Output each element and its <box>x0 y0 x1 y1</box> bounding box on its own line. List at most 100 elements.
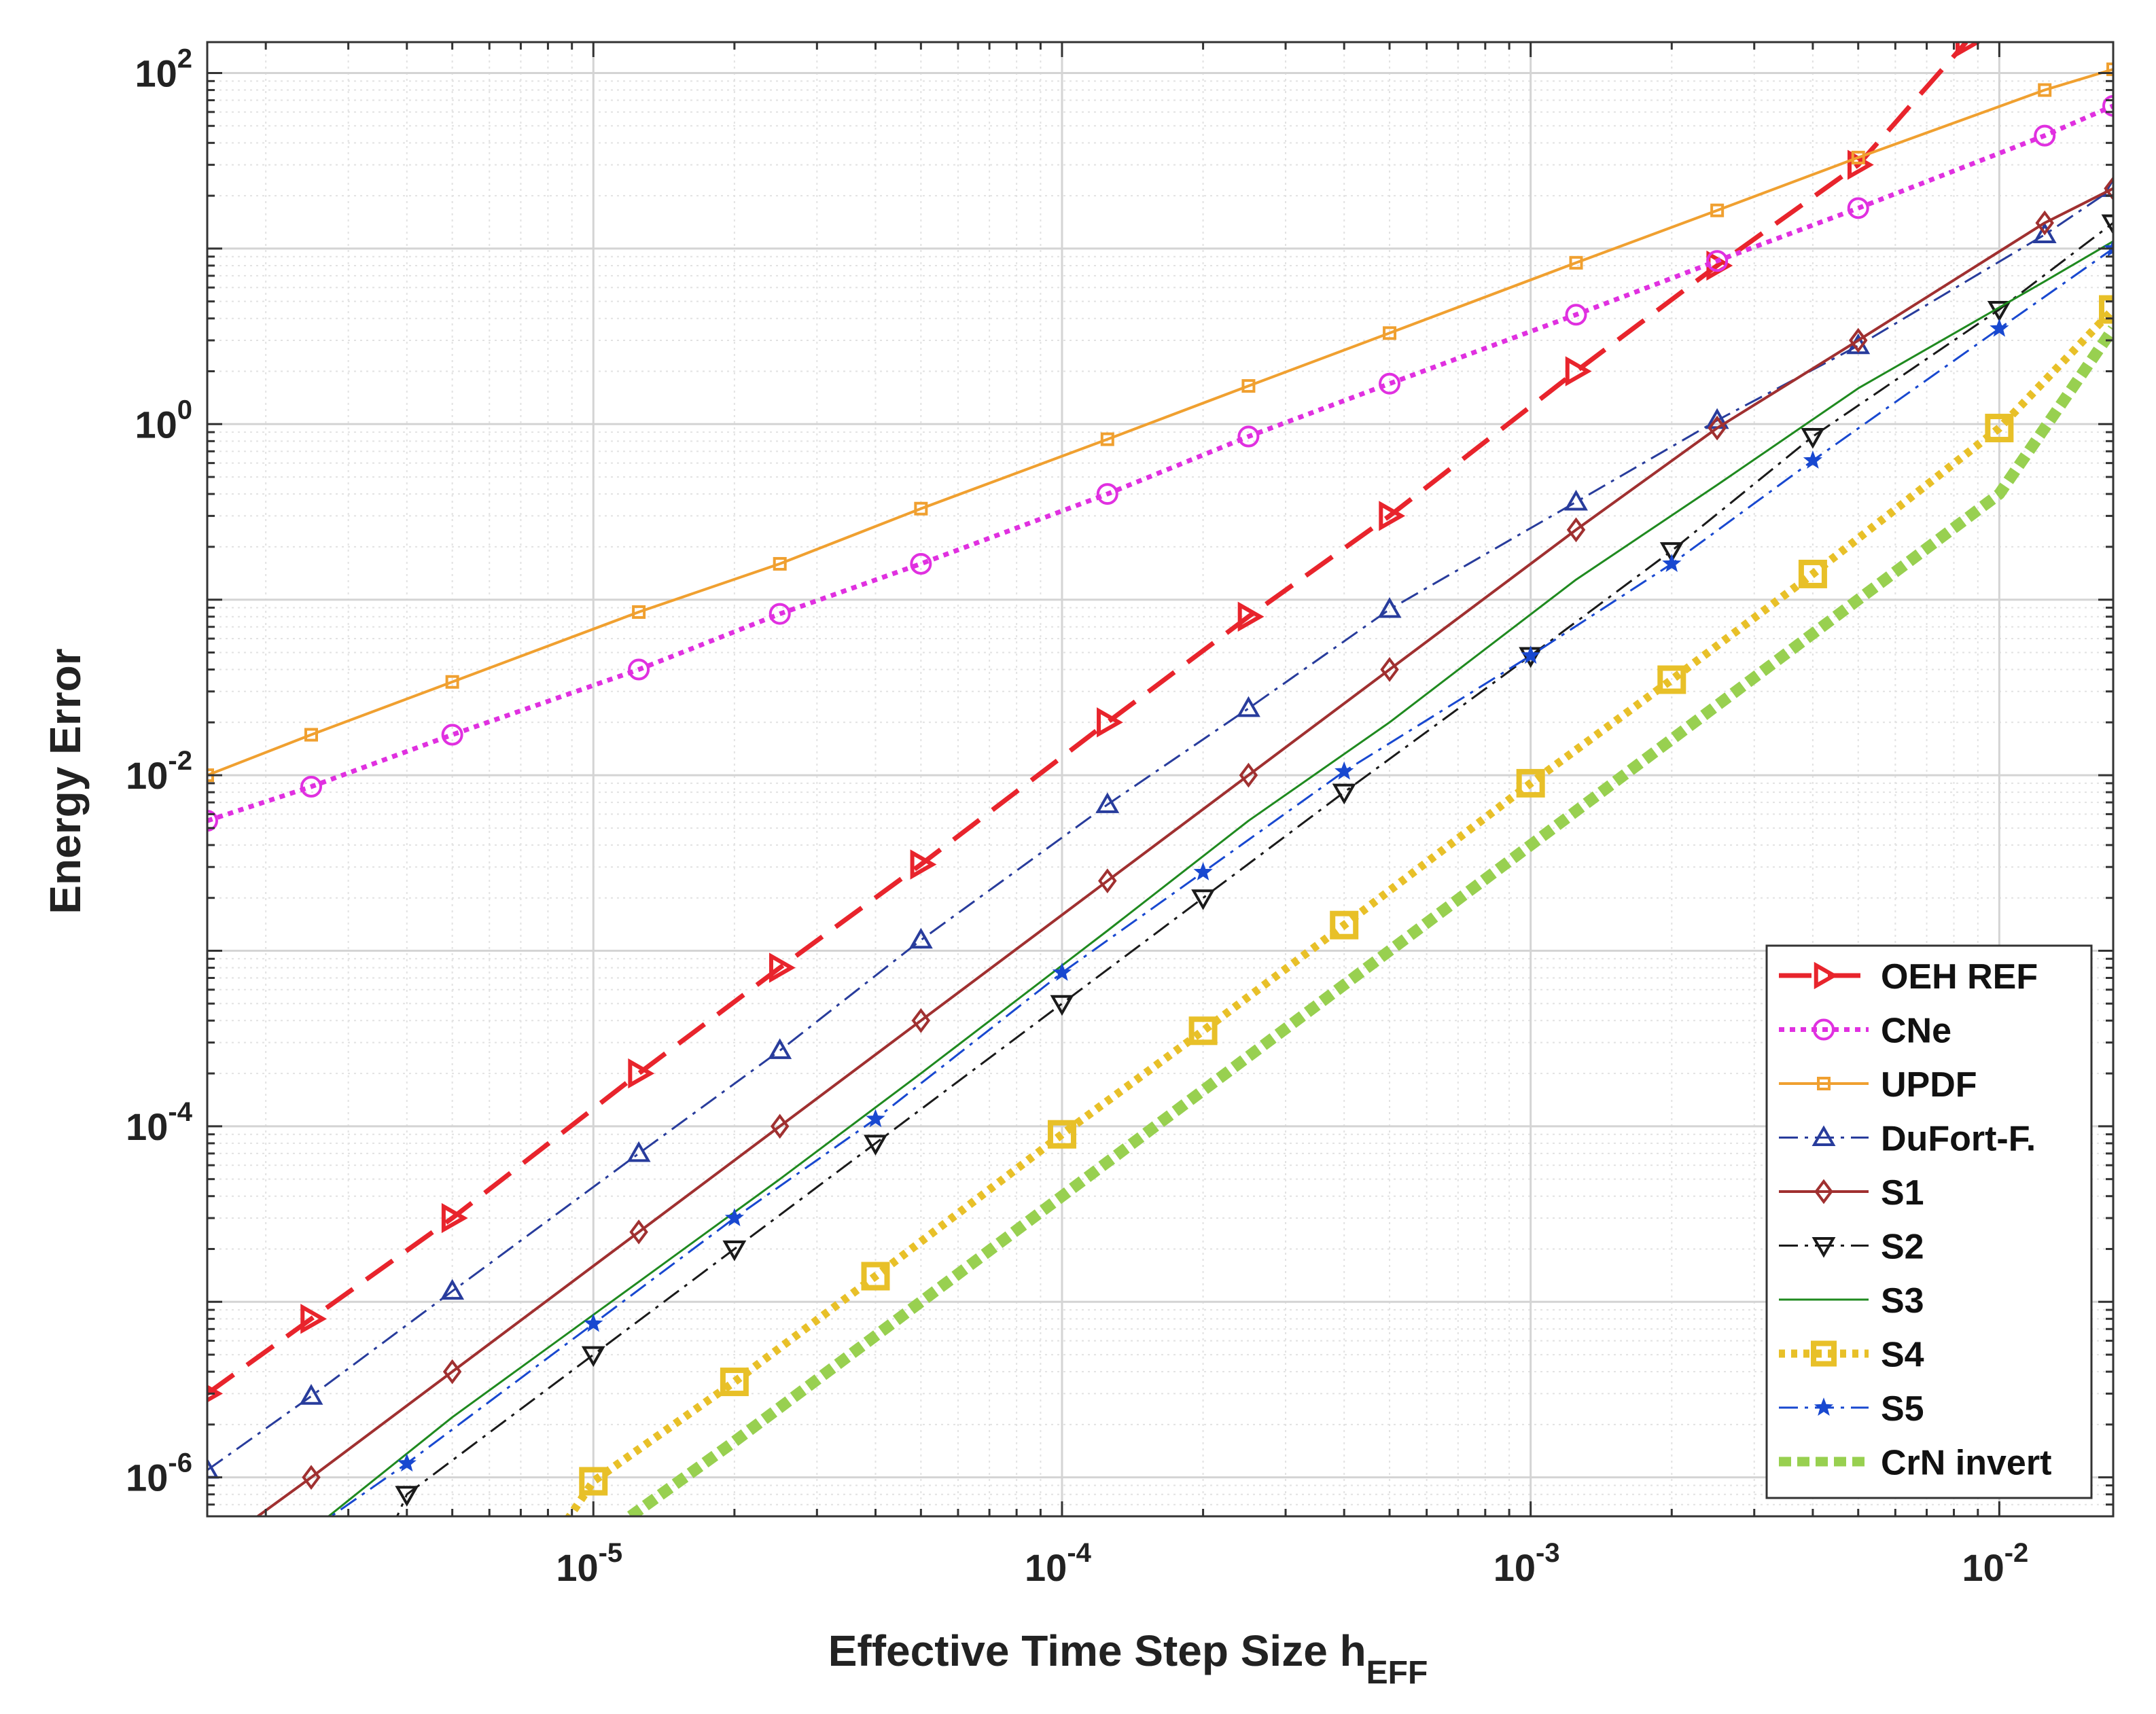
data-point-oeh-ref <box>1955 42 1982 58</box>
y-tick-exp: 2 <box>177 44 192 74</box>
data-point-s2 <box>864 1135 887 1156</box>
data-point-s5 <box>1990 318 2009 337</box>
tick-marks <box>207 42 2113 1516</box>
x-tick-base: 10 <box>1025 1546 1067 1589</box>
x-tick-label: 10-4 <box>1025 1538 1092 1589</box>
y-tick-exp: -4 <box>168 1097 192 1127</box>
data-point-s1 <box>2035 210 2054 236</box>
y-tick-base: 10 <box>135 403 177 446</box>
data-point-dufort-f <box>768 1038 792 1059</box>
data-point-s1 <box>911 1007 931 1033</box>
data-point-s1 <box>2104 176 2113 201</box>
data-point-updf <box>304 728 319 742</box>
series-cne <box>207 94 2113 832</box>
data-point-dufort-f <box>1236 696 1260 717</box>
data-point-s1 <box>1566 517 1586 543</box>
data-point-cne <box>1565 304 1587 326</box>
data-point-cne <box>1847 197 1869 219</box>
data-point-oeh-ref <box>1848 149 1874 180</box>
legend-marker-s2 <box>1812 1237 1836 1258</box>
data-point-dufort-f <box>299 1384 323 1405</box>
x-tick-label: 10-5 <box>556 1538 622 1589</box>
y-tick-exp: -6 <box>168 1448 192 1478</box>
data-point-s1 <box>1239 762 1258 788</box>
legend-marker-oeh-ref <box>1814 961 1839 990</box>
data-point-cne <box>1706 250 1729 272</box>
data-point-updf <box>1710 203 1725 217</box>
data-point-updf <box>2038 83 2052 97</box>
legend-label-s2: S2 <box>1881 1228 1924 1267</box>
data-point-dufort-f <box>2032 222 2057 243</box>
data-point-s2 <box>1801 428 1825 449</box>
x-tick-exp: -5 <box>599 1538 623 1568</box>
data-point-oeh-ref <box>441 1202 468 1234</box>
data-point-oeh-ref <box>1237 601 1265 632</box>
data-point-s4 <box>1047 1120 1076 1149</box>
y-tick-base: 10 <box>126 754 168 797</box>
data-point-dufort-f <box>440 1279 465 1300</box>
data-point-updf <box>445 675 459 689</box>
data-point-oeh-ref <box>1379 501 1406 531</box>
data-point-oeh-ref <box>207 1385 224 1403</box>
legend-entry-oeh-ref: OEH REF <box>1779 957 2038 997</box>
series-s4 <box>546 295 2113 1516</box>
series-layer <box>207 42 2113 1516</box>
legend-entry-s2: S2 <box>1779 1228 1924 1267</box>
legend-marker-s4 <box>1811 1340 1837 1367</box>
series-s3 <box>327 240 2113 1516</box>
x-tick-label: 10-3 <box>1494 1538 1560 1589</box>
legend-label-dufort-f: DuFort-F. <box>1881 1120 2036 1159</box>
data-point-updf <box>914 501 928 516</box>
data-point-s2 <box>1332 783 1356 805</box>
data-point-cne <box>2102 94 2113 117</box>
data-point-s4 <box>579 1467 608 1496</box>
data-point-s5 <box>1521 645 1540 664</box>
data-point-updf <box>1851 150 1865 164</box>
data-point-cne <box>1379 372 1401 395</box>
data-point-s2 <box>722 1240 747 1262</box>
legend: OEH REF CNe UPDF DuFort-F. S1 S2 S3 S4 S5 CrN inv… <box>1765 944 2093 1499</box>
data-point-cne <box>910 552 932 575</box>
data-point-s2 <box>1050 995 1074 1016</box>
data-point-s5 <box>1193 862 1213 880</box>
data-point-s1 <box>442 1359 462 1385</box>
data-point-updf <box>2106 63 2113 77</box>
legend-label-s4: S4 <box>1881 1336 1924 1375</box>
data-point-s1 <box>1849 327 1868 353</box>
data-point-s4 <box>1798 559 1827 588</box>
legend-label-cne: CNe <box>1881 1012 1951 1051</box>
data-point-s1 <box>629 1219 648 1245</box>
y-tick-base: 10 <box>126 1457 168 1499</box>
y-tick-exp: -2 <box>168 746 192 776</box>
data-point-cne <box>628 658 650 681</box>
series-line-oeh-ref <box>207 42 1968 1396</box>
y-tick-label: 100 <box>135 395 192 446</box>
series-line-s1 <box>255 187 2113 1516</box>
x-axis-label-main: Effective Time Step Size h <box>828 1626 1366 1675</box>
data-point-s2 <box>1659 542 1684 563</box>
data-point-s1 <box>302 1465 321 1490</box>
data-point-updf <box>1569 255 1583 270</box>
legend-marker-dufort-f <box>1812 1125 1836 1146</box>
data-point-updf <box>632 605 646 619</box>
data-point-s5 <box>584 1313 603 1332</box>
y-tick-base: 10 <box>126 1105 168 1148</box>
series-line-s3 <box>327 240 2113 1516</box>
x-tick-exp: -4 <box>1067 1538 1091 1568</box>
series-line-crn-invert <box>626 325 2113 1516</box>
series-s5 <box>329 238 2113 1516</box>
data-point-s4 <box>1516 768 1545 798</box>
data-point-dufort-f <box>1564 489 1588 511</box>
legend-entry-s5: S5 <box>1779 1389 1924 1429</box>
legend-entry-dufort-f: DuFort-F. <box>1779 1120 2036 1159</box>
legend-label-s1: S1 <box>1881 1173 1924 1213</box>
data-point-s1 <box>1380 657 1399 682</box>
legend-marker-s5 <box>1814 1397 1834 1416</box>
data-point-dufort-f <box>1377 597 1402 618</box>
data-point-s5 <box>1335 761 1354 780</box>
data-point-s4 <box>720 1368 749 1397</box>
series-line-cne <box>207 103 2113 823</box>
y-tick-base: 10 <box>135 52 177 95</box>
data-point-oeh-ref <box>768 952 796 983</box>
